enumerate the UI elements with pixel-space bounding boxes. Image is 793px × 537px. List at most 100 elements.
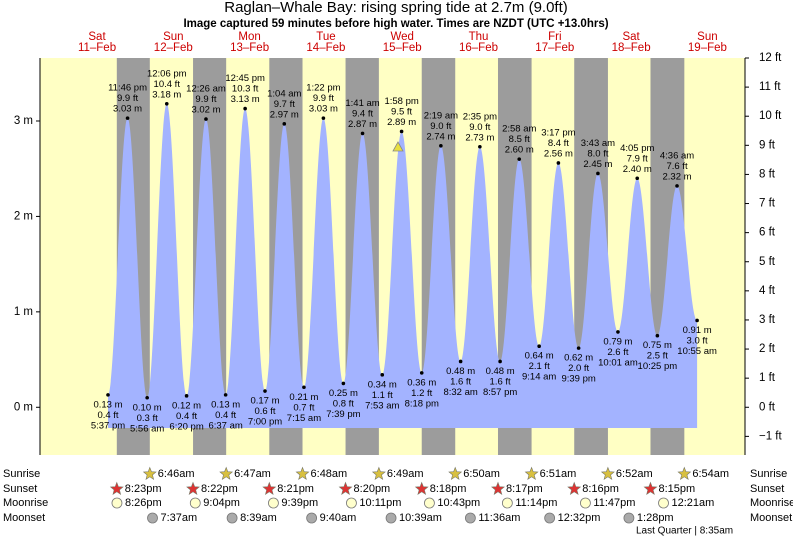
tide-time-label: 3:17 pm: [541, 127, 575, 138]
row-label: Moonset: [3, 512, 45, 524]
tide-time-label: 6:37 am: [208, 420, 242, 431]
tide-m-label: 0.13 m: [93, 399, 122, 410]
tide-point: [616, 330, 620, 334]
tide-m-label: 0.34 m: [368, 379, 397, 390]
tide-point: [655, 333, 660, 338]
tide-point: [556, 161, 561, 165]
y2-tick-label: 6 ft: [759, 227, 776, 239]
sunrise-icon: [524, 466, 539, 480]
tide-time-label: 7:15 am: [287, 413, 321, 424]
tide-ft-label: 10.3 ft: [232, 84, 259, 95]
day-date: 15–Feb: [383, 42, 422, 54]
moonset-icon: [464, 512, 476, 524]
tide-point: [675, 184, 679, 188]
tide-m-label: 0.13 m: [211, 399, 240, 410]
tide-point: [302, 385, 306, 390]
tide-ft-label: 9.7 ft: [274, 99, 295, 110]
day-weekday: Wed: [390, 31, 413, 43]
sunset-time: 8:23pm: [125, 483, 162, 495]
day-weekday: Thu: [469, 31, 489, 43]
tide-ft-label: 8.4 ft: [548, 138, 569, 149]
y-tick-label: 1 m: [14, 306, 33, 318]
tide-time-label: 1:04 am: [267, 88, 301, 99]
sunrise-time: 6:49am: [387, 468, 424, 480]
sunrise-time: 6:54am: [692, 468, 729, 480]
tide-ft-label: 0.3 ft: [137, 413, 158, 424]
tide-ft-label: 9.9 ft: [117, 93, 138, 104]
sunrise-icon: [677, 466, 692, 480]
y2-tick-label: 4 ft: [759, 285, 776, 297]
tide-point: [282, 122, 287, 126]
tide-ft-label: 8.0 ft: [587, 148, 608, 159]
tide-time-label: 4:36 am: [660, 150, 694, 161]
tide-ft-label: 1.6 ft: [450, 376, 471, 387]
sunset-icon: [186, 481, 200, 495]
sunset-time: 8:18pm: [430, 483, 467, 495]
y2-tick-label: 2 ft: [759, 343, 776, 355]
tide-ft-label: 9.5 ft: [391, 106, 412, 117]
tide-point: [380, 373, 385, 377]
tide-m-label: 3.03 m: [113, 104, 142, 115]
moonrise-icon: [580, 497, 591, 509]
tide-ft-label: 9.0 ft: [469, 122, 490, 133]
tide-ft-label: 0.4 ft: [215, 410, 236, 421]
tide-point: [478, 144, 482, 149]
sunset-icon: [567, 481, 582, 495]
y-tick-label: 2 m: [14, 210, 33, 222]
day-date: 19–Feb: [688, 42, 727, 54]
tide-ft-label: 9.0 ft: [430, 121, 451, 132]
tide-point: [263, 389, 267, 393]
tide-m-label: 0.12 m: [172, 400, 201, 411]
tide-time-label: 1:58 pm: [384, 96, 418, 107]
tide-time-label: 2:35 pm: [463, 111, 497, 122]
tide-ft-label: 0.7 ft: [293, 402, 314, 413]
sunrise-time: 6:50am: [463, 468, 500, 480]
tide-ft-label: 9.9 ft: [313, 93, 334, 104]
moonset-icon: [623, 512, 635, 524]
sunrise-icon: [295, 466, 310, 480]
tide-point: [695, 318, 699, 323]
tide-time-label: 10:55 am: [677, 346, 717, 357]
row-label-right: Sunrise: [750, 468, 787, 480]
tide-m-label: 3.02 m: [191, 105, 220, 116]
tide-ft-label: 2.6 ft: [607, 347, 628, 358]
tide-point: [537, 344, 541, 349]
y2-tick-label: 11 ft: [759, 81, 781, 93]
y2-tick-label: 5 ft: [759, 256, 776, 268]
sunrise-time: 6:51am: [540, 468, 577, 480]
tide-point: [106, 393, 110, 397]
tide-time-label: 9:14 am: [522, 372, 556, 383]
tide-m-label: 0.75 m: [643, 340, 672, 351]
moonrise-icon: [268, 497, 279, 509]
sunset-icon: [491, 481, 505, 495]
tide-ft-label: 2.1 ft: [529, 361, 550, 372]
tide-time-label: 8:57 pm: [483, 387, 517, 398]
tide-ft-label: 0.8 ft: [333, 398, 354, 409]
tide-point: [596, 171, 600, 176]
moonrise-time: 9:04pm: [203, 497, 240, 509]
day-date: 16–Feb: [459, 42, 498, 54]
moonrise-icon: [424, 497, 435, 509]
tide-point: [341, 381, 346, 386]
moonrise-time: 11:14pm: [515, 497, 557, 509]
y2-tick-label: 1 ft: [759, 372, 776, 384]
tide-point: [498, 359, 502, 364]
moonset-time: 7:37am: [161, 512, 198, 524]
tide-ft-label: 2.5 ft: [647, 351, 668, 362]
tide-point: [145, 395, 149, 400]
row-label: Moonrise: [3, 497, 48, 509]
moonrise-time: 12:21am: [672, 497, 715, 509]
y2-tick-label: −1 ft: [759, 430, 783, 442]
day-weekday: Tue: [316, 31, 335, 43]
moonrise-icon: [658, 497, 669, 509]
tide-point: [125, 116, 130, 120]
moonrise-icon: [189, 497, 201, 509]
moonset-time: 10:39am: [399, 512, 442, 524]
tide-m-label: 2.73 m: [465, 132, 494, 143]
tide-m-label: 2.87 m: [348, 119, 377, 130]
row-label-right: Moonrise: [750, 497, 793, 509]
tide-m-label: 2.60 m: [505, 145, 534, 156]
tide-m-label: 2.32 m: [663, 171, 692, 182]
day-weekday: Sat: [622, 31, 640, 43]
tide-time-label: 8:32 am: [443, 387, 477, 398]
